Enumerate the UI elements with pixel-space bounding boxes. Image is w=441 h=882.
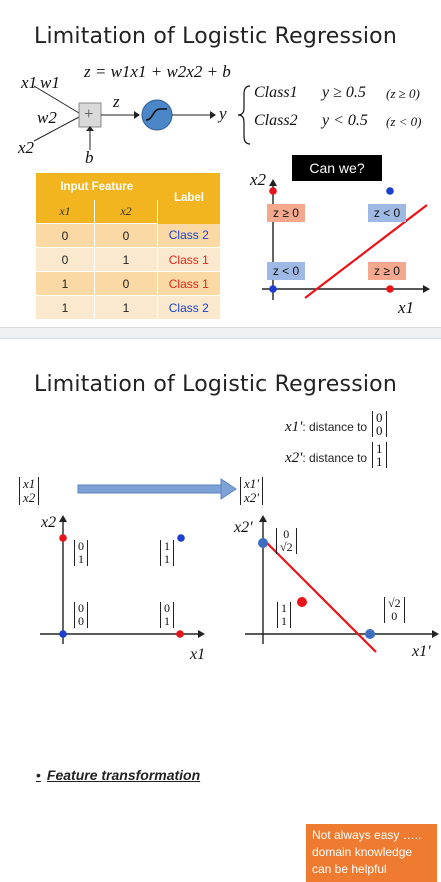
cell-x1: 0 (36, 247, 95, 272)
feature-transformation-heading: • Feature transformation (36, 767, 201, 783)
w2-label: w2 (37, 108, 57, 127)
map-arrow (77, 484, 222, 494)
point-blue (177, 534, 185, 542)
point-label-sqrt2-0: √2 0 (384, 597, 405, 623)
point-blue (258, 538, 268, 548)
point-red (386, 285, 394, 293)
z-equation: z = w1x1 + w2x2 + b (84, 62, 231, 81)
point-red (59, 534, 67, 542)
edge-x1 (33, 85, 80, 114)
x1-label: x1 (21, 73, 38, 92)
table-row: 1 1 Class 2 (36, 295, 221, 320)
plot2-x-label: x1 (190, 646, 206, 663)
table-row: 1 0 Class 1 (36, 271, 221, 296)
point-red (269, 187, 277, 195)
rule-z1: (z ≥ 0) (386, 86, 420, 101)
cell-x1: 0 (36, 223, 95, 248)
cell-x2: 0 (94, 223, 158, 248)
plot1-x-label: x1 (398, 298, 415, 317)
cell-x2: 1 (94, 295, 158, 320)
b-label: b (85, 148, 94, 167)
table-subheader-x1: x1 (36, 200, 95, 224)
decision-line (304, 204, 428, 299)
slide-title: Limitation of Logistic Regression (34, 372, 397, 397)
network-diagram (33, 85, 430, 300)
point-red (297, 597, 307, 607)
vector-x: x1 x2 (19, 477, 40, 505)
distance-row-2: x2': distance to (285, 450, 368, 466)
rule-cond1: y ≥ 0.5 (322, 84, 366, 101)
plot2-y-label: x2 (41, 514, 57, 531)
region-bottom-right: z ≥ 0 (368, 262, 406, 280)
region-bottom-left: z < 0 (267, 262, 305, 280)
region-top-left: z ≥ 0 (267, 204, 305, 222)
point-label-0-sqrt2: 0 √2 (276, 528, 297, 554)
cell-x2: 0 (94, 271, 158, 296)
region-top-right: z < 0 (368, 204, 406, 222)
table-header-label: Label (157, 173, 220, 224)
cell-x1: 1 (36, 271, 95, 296)
slide-2: Limitation of Logistic Regression • Featu… (0, 339, 441, 882)
rule-cond2: y < 0.5 (322, 112, 368, 129)
z-label: z (113, 92, 120, 111)
sigmoid-icon (141, 99, 173, 131)
vector-x-prime: x1' x2' (240, 477, 264, 505)
rule-class1: Class1 (254, 84, 298, 101)
slide-separator (0, 327, 441, 339)
w1-label: w1 (40, 73, 60, 92)
x2-label: x2 (18, 138, 35, 157)
cell-label: Class 1 (157, 271, 221, 296)
truth-table: Input Feature Label x1 x2 0 0 Class 2 0 … (36, 173, 221, 320)
slide-1: Limitation of Logistic Regression z = w1… (0, 0, 441, 327)
plot3-x-label: x1' (412, 643, 431, 660)
slide-title: Limitation of Logistic Regression (34, 24, 397, 49)
table-subheader-x2: x2 (94, 200, 158, 224)
rule-brace (237, 85, 251, 145)
table-header-input: Input Feature (36, 173, 158, 200)
decision-line-transformed (265, 541, 377, 653)
note-callout: Not always easy ….. domain knowledge can… (306, 824, 437, 882)
point-blue (365, 629, 375, 639)
distance-row-1: x1': distance to (285, 419, 368, 435)
plot3-y-label: x2' (234, 519, 253, 536)
cell-label: Class 1 (157, 247, 221, 272)
point-red (176, 630, 184, 638)
point-blue (269, 285, 277, 293)
point-blue (386, 187, 394, 195)
point-blue (59, 630, 67, 638)
rule-class2: Class2 (254, 112, 298, 129)
cell-label: Class 2 (157, 223, 221, 248)
table-row: 0 1 Class 1 (36, 247, 221, 272)
cell-x1: 1 (36, 295, 95, 320)
transformation-diagram (40, 478, 439, 653)
plot1-y-label: x2 (250, 170, 267, 189)
edge-x2 (33, 116, 80, 142)
table-row: 0 0 Class 2 (36, 223, 221, 248)
rule-z2: (z < 0) (386, 114, 422, 129)
can-we-callout: Can we? (292, 155, 382, 181)
cell-x2: 1 (94, 247, 158, 272)
plus-symbol: + (84, 104, 94, 123)
y-label: y (219, 104, 227, 123)
cell-label: Class 2 (157, 295, 221, 320)
